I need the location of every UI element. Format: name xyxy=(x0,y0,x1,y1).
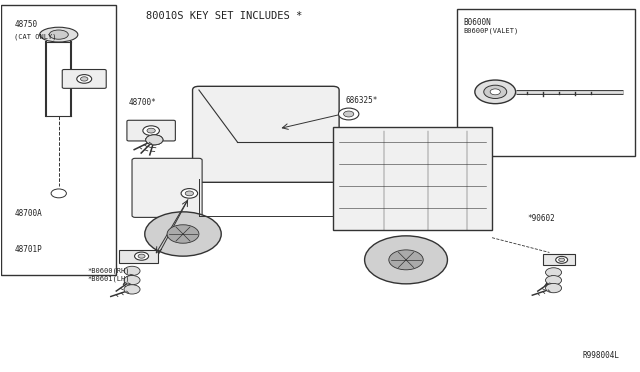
Circle shape xyxy=(559,258,564,262)
Circle shape xyxy=(51,189,67,198)
Circle shape xyxy=(339,108,359,120)
Text: 48701P: 48701P xyxy=(14,246,42,254)
Circle shape xyxy=(185,191,193,196)
Circle shape xyxy=(545,283,561,293)
Bar xyxy=(333,127,492,230)
FancyBboxPatch shape xyxy=(127,120,175,141)
Text: 48750: 48750 xyxy=(14,20,37,29)
FancyBboxPatch shape xyxy=(62,70,106,88)
Text: 48700A: 48700A xyxy=(14,209,42,218)
Circle shape xyxy=(124,285,140,294)
Circle shape xyxy=(490,89,500,95)
Circle shape xyxy=(181,189,198,198)
Circle shape xyxy=(389,250,423,270)
Circle shape xyxy=(143,126,159,135)
Bar xyxy=(457,9,636,157)
Text: *B0601(LH): *B0601(LH) xyxy=(88,275,130,282)
Text: (CAT ONLY): (CAT ONLY) xyxy=(14,33,56,40)
Circle shape xyxy=(475,80,516,104)
Circle shape xyxy=(124,266,140,276)
FancyBboxPatch shape xyxy=(132,158,202,217)
Circle shape xyxy=(147,128,156,133)
Circle shape xyxy=(146,135,163,145)
Circle shape xyxy=(545,268,561,277)
Text: R998004L: R998004L xyxy=(582,350,620,359)
Circle shape xyxy=(365,236,447,284)
Circle shape xyxy=(556,256,568,263)
Circle shape xyxy=(344,111,354,117)
Text: 80010S KEY SET INCLUDES *: 80010S KEY SET INCLUDES * xyxy=(147,11,303,21)
Circle shape xyxy=(145,212,221,256)
Text: 48700*: 48700* xyxy=(129,98,157,107)
Circle shape xyxy=(81,77,88,81)
Bar xyxy=(1,5,116,275)
Circle shape xyxy=(167,225,199,243)
Ellipse shape xyxy=(49,30,68,39)
Circle shape xyxy=(146,135,163,145)
Circle shape xyxy=(124,276,140,285)
Ellipse shape xyxy=(40,27,78,42)
Text: B0600P(VALET): B0600P(VALET) xyxy=(463,28,518,34)
Circle shape xyxy=(545,276,561,285)
Text: *90602: *90602 xyxy=(527,214,555,223)
Circle shape xyxy=(484,85,507,99)
Text: B0600N: B0600N xyxy=(463,18,491,28)
Circle shape xyxy=(138,254,145,258)
FancyBboxPatch shape xyxy=(193,86,339,182)
Text: *B0600(RH): *B0600(RH) xyxy=(88,268,130,274)
Bar xyxy=(543,254,575,266)
Text: 686325*: 686325* xyxy=(346,96,378,105)
Circle shape xyxy=(77,75,92,83)
Circle shape xyxy=(134,252,148,260)
Circle shape xyxy=(146,135,163,145)
Bar xyxy=(119,250,157,263)
